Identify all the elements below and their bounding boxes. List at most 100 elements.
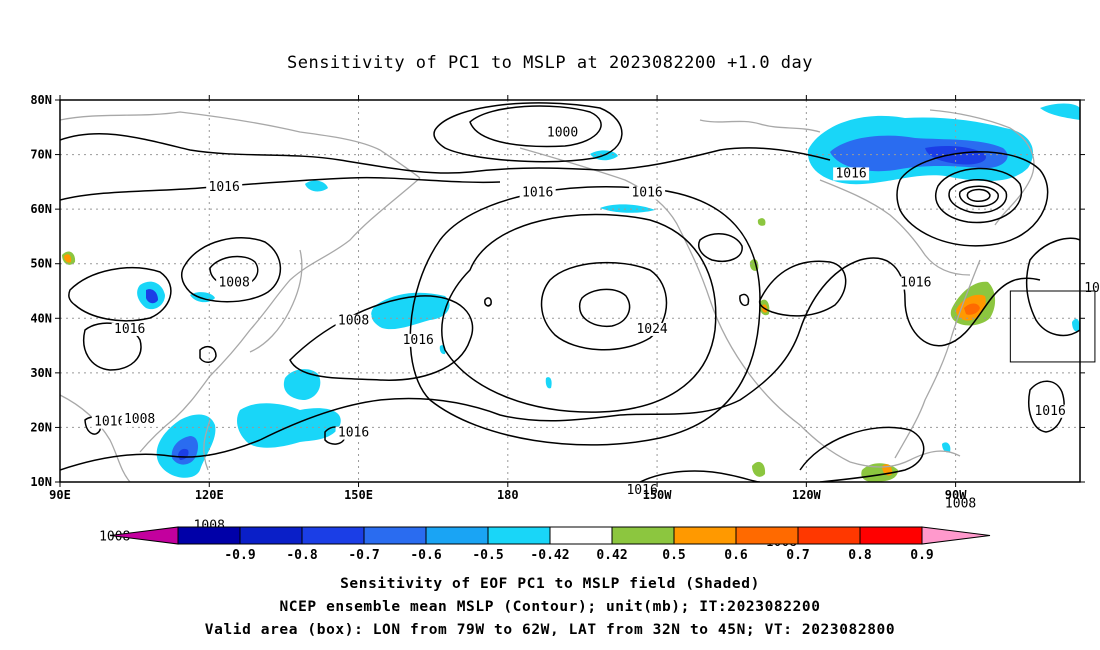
contour-1008-low-ring (433, 102, 623, 163)
coast-japan (249, 249, 303, 353)
shade-neg-misc6 (545, 377, 552, 389)
caption-line-3: Valid area (box): LON from 79W to 62W, L… (205, 622, 895, 638)
shade-pos-eastcoast-core (964, 303, 980, 315)
colorbar-bin (363, 526, 427, 545)
contour-label: 1008 (1084, 281, 1100, 296)
contour-label-bg (634, 322, 671, 336)
colorbar-bin (549, 526, 613, 545)
coast-siberia (60, 111, 421, 179)
coast-east-asia (139, 177, 421, 453)
contour-label: 1008 (338, 314, 369, 329)
contour-1016-asia (68, 266, 172, 322)
contour-small-6 (84, 416, 101, 435)
colorbar-bin (239, 526, 303, 545)
colorbar-bin (859, 526, 923, 545)
shade-neg-misc2 (305, 180, 328, 192)
contour-label: 1016 (403, 333, 434, 348)
x-tick-label: 150E (344, 488, 373, 502)
contour-label: 1016 (626, 483, 657, 498)
colorbar-label: 0.5 (662, 548, 685, 563)
contour-label: 1000 (547, 125, 578, 140)
contour-label-bg (624, 483, 661, 497)
contour-low-labrador-2 (958, 185, 999, 208)
x-tick-label: 120W (792, 488, 822, 502)
x-tick-label: 150W (643, 488, 673, 502)
colorbar-label: 0.6 (724, 548, 748, 563)
contour-1016-pac (60, 176, 501, 201)
contour-label-bg (206, 181, 243, 195)
contour-1008-labrador (896, 151, 1049, 247)
contour-label-bg (519, 186, 556, 200)
contour-small-5 (698, 233, 743, 262)
colorbar-label: -0.5 (472, 548, 503, 563)
contour-1016-east (619, 257, 1041, 416)
contour-low-labrador-3 (966, 188, 991, 202)
colorbar-bin (301, 526, 365, 545)
x-tick-label: 90E (49, 488, 71, 502)
shade-pos-4 (752, 461, 766, 477)
contour-1024-high (540, 261, 668, 351)
x-tick-label: 120E (195, 488, 224, 502)
x-tick-label: 90W (945, 488, 967, 502)
coast-indochina (60, 394, 131, 482)
contour-label-bg (335, 314, 372, 328)
coast-gulf (849, 450, 961, 468)
contour-label: 1008 (99, 529, 130, 544)
caption-line-2: NCEP ensemble mean MSLP (Contour); unit(… (279, 599, 820, 615)
figure-title: Sensitivity of PC1 to MSLP at 2023082200… (287, 53, 813, 73)
contour-1016-high (441, 213, 717, 413)
map-grid (60, 100, 1080, 482)
contour-label: 1016 (900, 276, 931, 291)
contour-label-bg (111, 322, 148, 336)
y-tick-label: 20N (30, 420, 52, 434)
colorbar-bin (177, 526, 241, 545)
contour-labels: 1000 1016 1016 1016 1016 1016 1008 1008 1008 1016… (91, 125, 1100, 550)
colorbar-bin (611, 526, 675, 545)
coast-hudson (819, 179, 971, 276)
shade-neg-korea-core (146, 289, 158, 304)
colorbar-label: 0.9 (910, 548, 933, 563)
shade-pos-1b (64, 254, 72, 263)
contour-1016-label-pacific (289, 295, 474, 381)
colorbar-bin (735, 526, 799, 545)
contour-label-bg (897, 276, 934, 290)
contour-1008-central (758, 260, 847, 317)
contour-label: 1024 (636, 322, 667, 337)
contour-label-bg (335, 426, 372, 440)
colorbar-label: 0.8 (848, 548, 872, 563)
shade-neg-pac-sub2 (283, 369, 321, 400)
y-tick-label: 80N (30, 93, 52, 107)
contour-label-bg (629, 186, 666, 200)
contour-1008-sea (60, 439, 261, 471)
y-tick-label: 10N (30, 475, 52, 489)
shade-neg-misc5 (1072, 318, 1080, 332)
y-tick-label: 70N (30, 148, 52, 162)
contour-1008-south (639, 470, 761, 482)
contour-label-bg (1032, 404, 1069, 418)
contour-1016-outer (409, 185, 761, 446)
contour-label: 1008 (124, 412, 155, 427)
map-panel: 1000 1016 1016 1016 1016 1016 1008 1008 1008 1016… (30, 93, 1100, 550)
contour-small-1 (199, 345, 217, 363)
contour-label: 1016 (631, 186, 662, 201)
caption-line-1: Sensitivity of EOF PC1 to MSLP field (Sh… (340, 576, 760, 592)
contour-label-bg (1081, 282, 1100, 295)
y-tick-label: 50N (30, 257, 52, 271)
shade-neg-pac-sub3 (371, 292, 450, 330)
shade-neg-arctic-east (1040, 103, 1080, 120)
contour-label: 1016 (835, 166, 866, 181)
coast-na-west (709, 299, 851, 463)
colorbar-bin (425, 526, 489, 545)
contour-label-bg (91, 415, 128, 429)
y-tick-label: 40N (30, 311, 52, 325)
contour-label-bg (833, 167, 870, 181)
contour-small-3 (484, 297, 492, 307)
colorbar-label: -0.7 (348, 548, 379, 563)
contour-low-labrador-1 (948, 179, 1008, 214)
coast-philippines (203, 419, 211, 471)
map-frame (59, 99, 1081, 483)
contour-atlantic-ring (1028, 380, 1065, 433)
colorbar-bin (487, 526, 551, 545)
contour-label: 1016 (338, 426, 369, 441)
